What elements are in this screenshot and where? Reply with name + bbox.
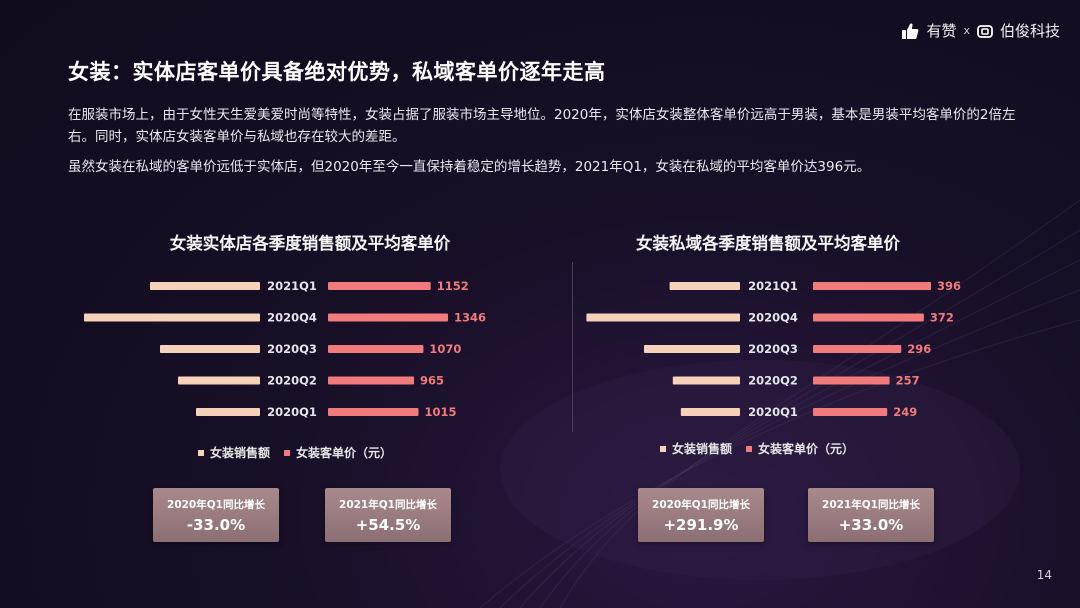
legend-swatch-price bbox=[284, 449, 291, 456]
thumbs-up-icon bbox=[902, 23, 919, 39]
sales-bar bbox=[680, 408, 740, 416]
private-butterfly-chart: 2021Q1 396 2020Q4 372 2020Q3 296 2020Q2 257 2020… bbox=[586, 279, 961, 419]
sales-bar bbox=[586, 313, 740, 322]
store-butterfly-chart: 2021Q1 1152 2020Q4 1346 2020Q3 1070 2020Q2 965 2… bbox=[84, 279, 486, 419]
price-value-label: 296 bbox=[907, 342, 931, 356]
sales-bar bbox=[196, 408, 260, 416]
price-value-label: 257 bbox=[896, 374, 920, 388]
price-bar bbox=[328, 345, 424, 353]
store-chart-legend: 女装销售额 女装客单价（元） bbox=[198, 444, 392, 461]
category-label: 2021Q1 bbox=[748, 279, 798, 293]
price-value-label: 372 bbox=[930, 311, 954, 325]
sales-bar bbox=[669, 282, 740, 290]
legend-label-sales: 女装销售额 bbox=[672, 442, 733, 456]
brand-separator: x bbox=[963, 24, 970, 37]
growth-card-store-2020q1: 2020年Q1同比增长 -33.0% bbox=[153, 488, 279, 542]
growth-card-label: 2021年Q1同比增长 bbox=[339, 499, 437, 511]
bojun-logo-icon bbox=[977, 24, 993, 38]
brand-bojun-label: 伯俊科技 bbox=[999, 22, 1060, 40]
price-bar bbox=[328, 376, 415, 385]
intro-paragraph-2: 虽然女装在私域的客单价远低于实体店，但2020年至今一直保持着稳定的增长趋势，2… bbox=[68, 159, 871, 175]
sales-bar bbox=[672, 376, 740, 385]
sales-bar bbox=[160, 345, 260, 353]
price-value-label: 396 bbox=[937, 279, 961, 293]
private-chart-title: 女装私域各季度销售额及平均客单价 bbox=[636, 234, 900, 253]
price-value-label: 1015 bbox=[424, 405, 456, 419]
growth-card-label: 2020年Q1同比增长 bbox=[167, 499, 265, 511]
price-value-label: 249 bbox=[893, 405, 917, 419]
price-bar bbox=[328, 282, 431, 290]
category-label: 2020Q3 bbox=[267, 342, 317, 356]
page-number: 14 bbox=[1036, 568, 1052, 582]
growth-card-value: +33.0% bbox=[838, 516, 904, 534]
category-label: 2020Q2 bbox=[267, 374, 317, 388]
private-chart-legend: 女装销售额 女装客单价（元） bbox=[660, 440, 854, 457]
price-bar bbox=[328, 408, 419, 416]
price-bar bbox=[813, 345, 902, 353]
category-label: 2020Q3 bbox=[748, 342, 798, 356]
growth-card-label: 2021年Q1同比增长 bbox=[822, 499, 920, 511]
legend-item-price: 女装客单价（元） bbox=[284, 444, 392, 461]
price-bar bbox=[813, 313, 924, 322]
sales-bar bbox=[84, 313, 260, 322]
price-bar bbox=[813, 282, 931, 290]
growth-card-store-2021q1: 2021年Q1同比增长 +54.5% bbox=[325, 488, 451, 542]
brand-youzan-label: 有赞 bbox=[926, 22, 957, 40]
growth-card-label: 2020年Q1同比增长 bbox=[652, 499, 750, 511]
sales-bar bbox=[178, 376, 260, 385]
price-value-label: 1346 bbox=[454, 311, 486, 325]
growth-card-value: -33.0% bbox=[186, 516, 246, 534]
price-bar bbox=[328, 313, 448, 322]
price-value-label: 1070 bbox=[429, 342, 461, 356]
legend-item-price: 女装客单价（元） bbox=[746, 440, 854, 457]
growth-card-private-2021q1: 2021年Q1同比增长 +33.0% bbox=[808, 488, 934, 542]
price-value-label: 965 bbox=[420, 374, 444, 388]
category-label: 2020Q4 bbox=[748, 311, 798, 325]
sales-bar bbox=[644, 345, 740, 353]
category-label: 2021Q1 bbox=[267, 279, 317, 293]
store-chart-title: 女装实体店各季度销售额及平均客单价 bbox=[169, 234, 451, 253]
price-value-label: 1152 bbox=[437, 279, 469, 293]
legend-swatch-sales bbox=[660, 445, 666, 452]
category-label: 2020Q4 bbox=[267, 311, 317, 325]
legend-label-sales: 女装销售额 bbox=[210, 446, 271, 460]
legend-item-sales: 女装销售额 bbox=[198, 444, 270, 461]
legend-label-price: 女装客单价（元） bbox=[758, 442, 855, 456]
category-label: 2020Q1 bbox=[267, 405, 317, 419]
legend-label-price: 女装客单价（元） bbox=[296, 446, 393, 460]
chart-divider bbox=[572, 262, 573, 432]
price-bar bbox=[813, 408, 888, 416]
legend-swatch-sales bbox=[198, 449, 204, 456]
category-label: 2020Q2 bbox=[748, 374, 798, 388]
legend-swatch-price bbox=[746, 445, 753, 452]
growth-card-private-2020q1: 2020年Q1同比增长 +291.9% bbox=[638, 488, 764, 542]
sales-bar bbox=[150, 282, 260, 290]
page-title: 女装：实体店客单价具备绝对优势，私域客单价逐年走高 bbox=[68, 60, 606, 84]
growth-card-value: +54.5% bbox=[355, 516, 421, 534]
growth-card-value: +291.9% bbox=[663, 516, 739, 534]
brand-header: 有赞 x 伯俊科技 bbox=[901, 20, 1060, 41]
intro-paragraph-1: 在服装市场上，由于女性天生爱美爱时尚等特性，女装占据了服装市场主导地位。2020… bbox=[68, 107, 1016, 145]
legend-item-sales: 女装销售额 bbox=[660, 440, 732, 457]
price-bar bbox=[813, 376, 890, 385]
category-label: 2020Q1 bbox=[748, 405, 798, 419]
